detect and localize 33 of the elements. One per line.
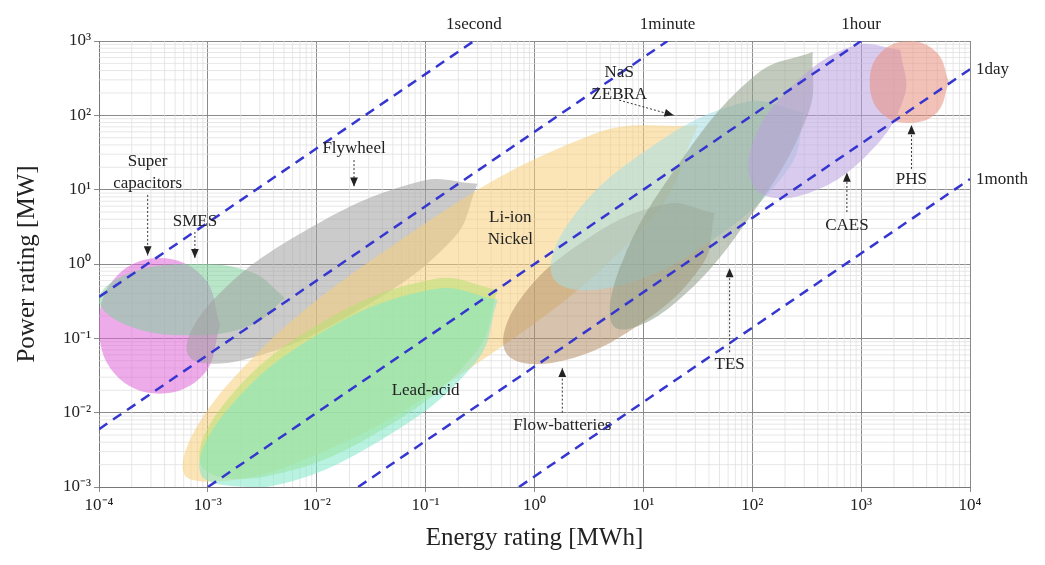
y-tick-label: 10³	[68, 30, 91, 50]
series-label: 1month	[976, 168, 1029, 188]
x-tick-label: 10⁻³	[193, 494, 222, 514]
y-tick-label: 10⁻³	[62, 476, 91, 496]
x-axis-title: Energy rating [MWh]	[425, 522, 644, 550]
y-axis-title: Power rating [MW]	[11, 165, 39, 363]
series-label: 1minute	[639, 13, 696, 33]
text: Super capacitors	[113, 151, 183, 193]
x-tick-label: 10¹	[632, 494, 655, 514]
series-label: 1hour	[841, 13, 882, 33]
text: NaS ZEBRA	[591, 61, 648, 103]
series-label: CAES	[825, 214, 869, 234]
x-tick-label: 10³	[850, 494, 873, 514]
x-tick-label: 10⁻²	[302, 494, 331, 514]
x-tick-label: 10⁴	[958, 494, 982, 514]
y-tick-label: 10⁻¹	[62, 327, 91, 347]
y-tick-label: 10⁻²	[62, 402, 91, 422]
x-tick-label: 10²	[741, 494, 764, 514]
text: PHS	[895, 169, 928, 189]
series-label: Li-ion Nickel	[487, 207, 534, 248]
series-label: Flywheel	[322, 137, 386, 157]
series-label: 1second	[446, 13, 503, 33]
series-label: 1day	[976, 58, 1010, 78]
x-tick-label: 10⁰	[523, 494, 546, 514]
text: TES	[714, 354, 745, 374]
x-tick-label: 10⁻¹	[411, 494, 440, 514]
y-tick-label: 10¹	[68, 179, 91, 199]
text: SMES	[172, 211, 218, 231]
series-label: Lead-acid	[391, 379, 461, 399]
x-tick-label: 10⁻⁴	[84, 494, 114, 514]
text: Flow-batteries	[513, 414, 612, 434]
y-tick-label: 10⁰	[68, 253, 91, 273]
y-tick-label: 10²	[68, 104, 91, 124]
